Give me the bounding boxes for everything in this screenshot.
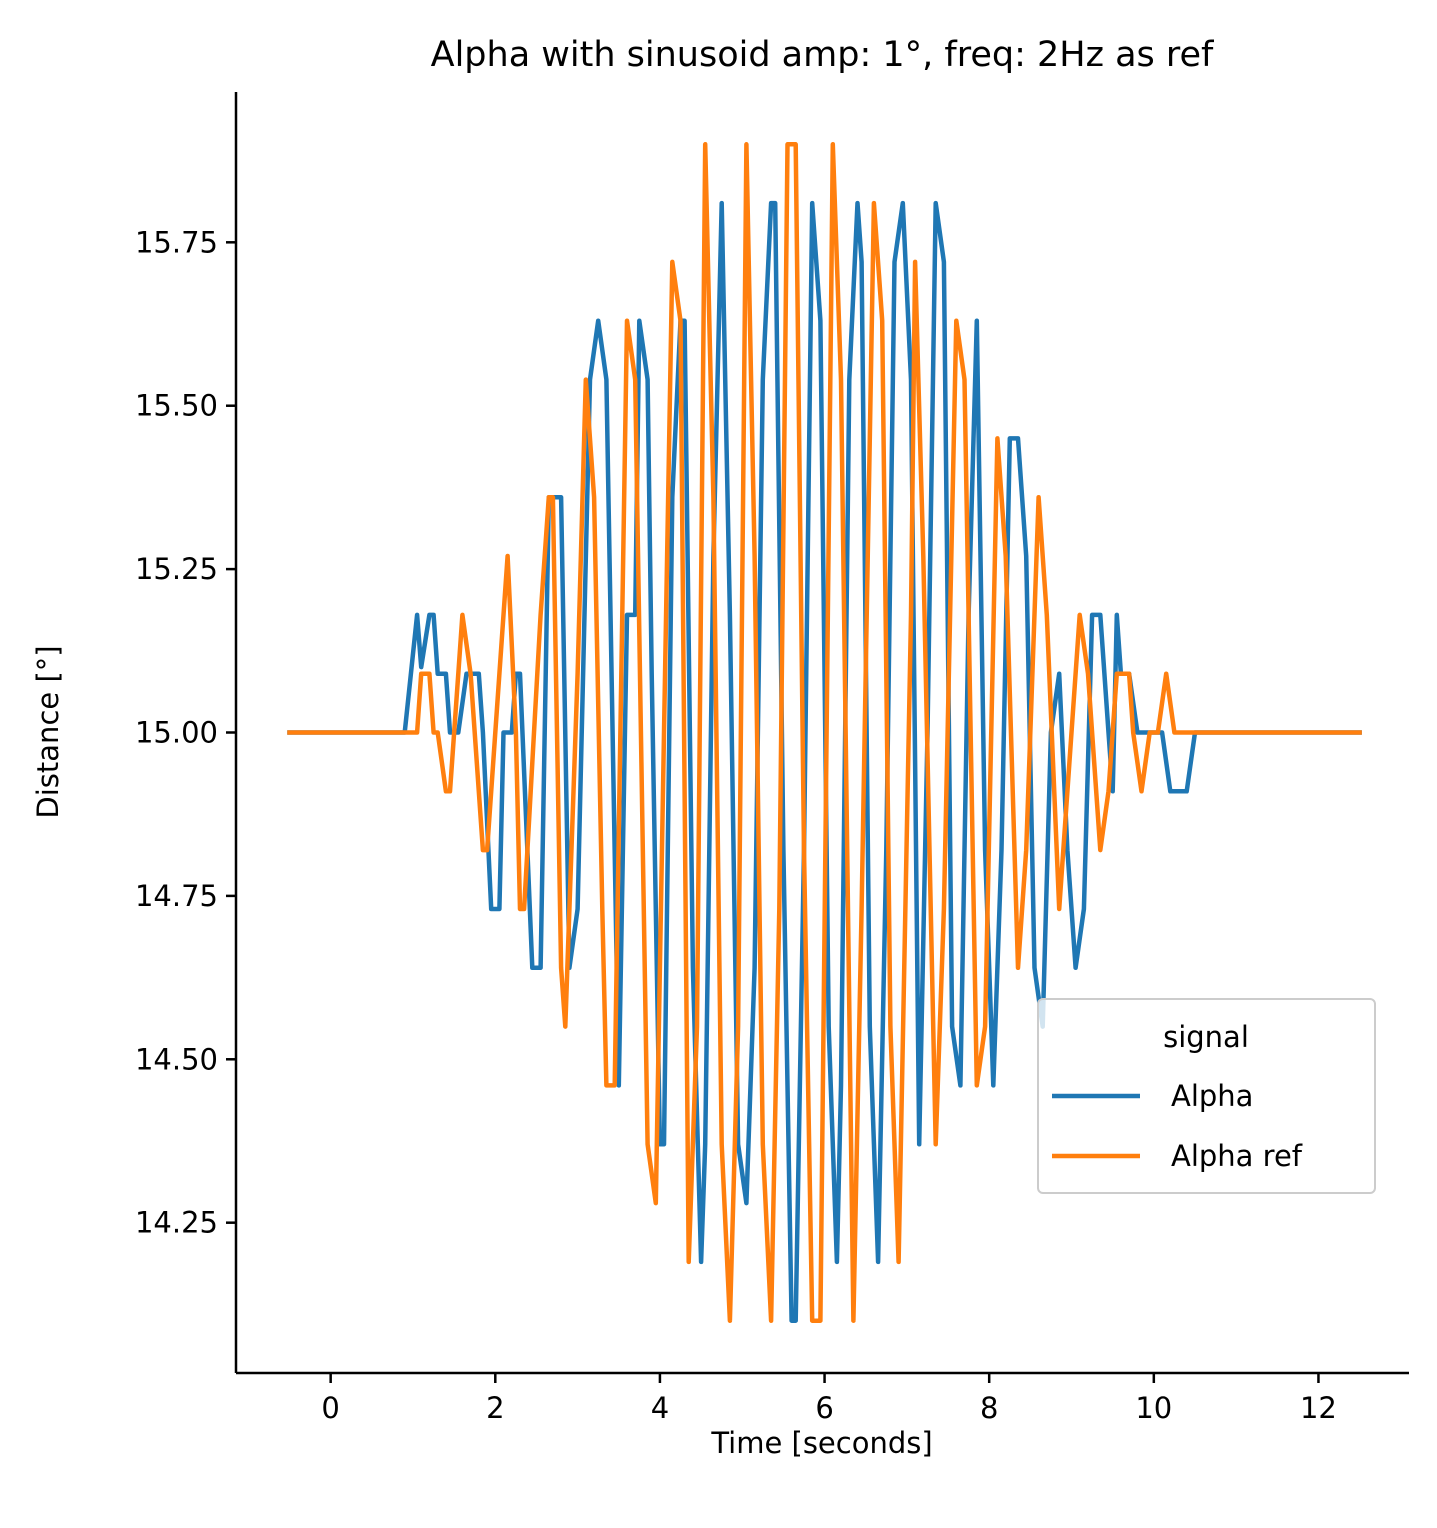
x-tick-label: 10 — [1135, 1391, 1172, 1425]
x-tick-label: 0 — [321, 1391, 339, 1425]
x-tick-label: 4 — [651, 1391, 669, 1425]
series-layer — [287, 142, 1362, 1323]
legend-title: signal — [1163, 1020, 1249, 1054]
series-line-alpha-ref — [287, 142, 1362, 1323]
x-tick-label: 2 — [486, 1391, 504, 1425]
y-tick-label: 14.75 — [135, 879, 218, 913]
x-axis-label: Time [seconds] — [710, 1426, 932, 1460]
y-axis-label: Distance [°] — [31, 645, 65, 818]
x-tick-label: 12 — [1300, 1391, 1337, 1425]
y-tick-label: 15.50 — [135, 389, 218, 423]
y-tick-label: 14.50 — [135, 1042, 218, 1076]
y-tick-label: 15.25 — [135, 552, 218, 586]
legend: signal Alpha Alpha ref — [1037, 998, 1376, 1194]
legend-label: Alpha — [1171, 1079, 1253, 1113]
y-tick-label: 15.00 — [135, 716, 218, 750]
y-tick-label: 14.25 — [135, 1206, 218, 1240]
legend-entries: Alpha Alpha ref — [1052, 1079, 1303, 1173]
y-ticks: 14.25 14.50 14.75 15.00 15.25 15.50 15.75 — [135, 225, 236, 1240]
chart-title: Alpha with sinusoid amp: 1°, freq: 2Hz a… — [431, 35, 1214, 75]
legend-frame — [1037, 998, 1376, 1194]
x-tick-label: 8 — [980, 1391, 998, 1425]
x-tick-label: 6 — [815, 1391, 833, 1425]
x-ticks: 0 2 4 6 8 10 12 — [321, 1373, 1337, 1425]
y-tick-label: 15.75 — [135, 225, 218, 259]
legend-label: Alpha ref — [1171, 1139, 1303, 1173]
